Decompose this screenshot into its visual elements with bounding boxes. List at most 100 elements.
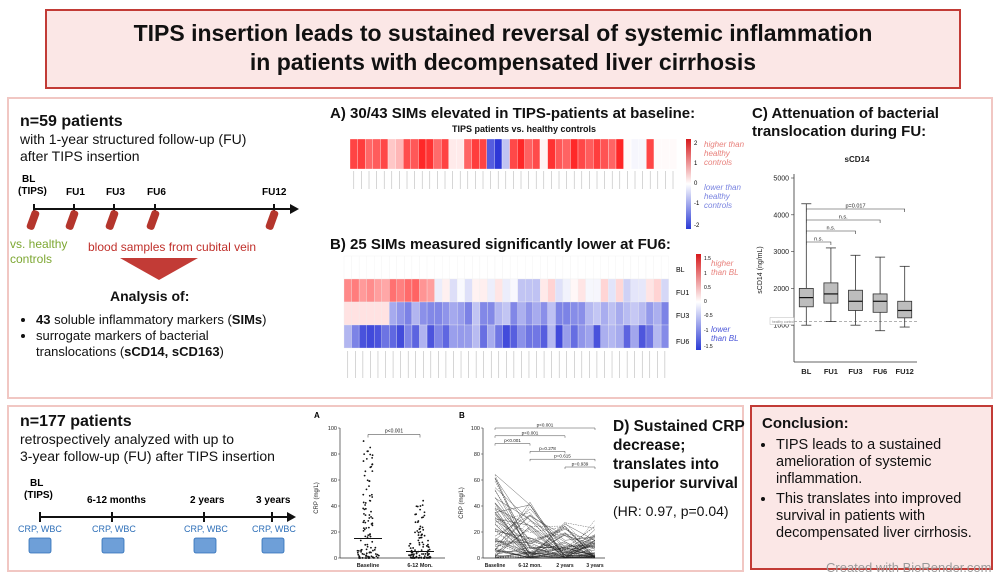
analysis-heading: Analysis of:	[110, 288, 190, 304]
crp-scatter-point	[356, 551, 359, 554]
heatmap-b-cell	[638, 301, 647, 326]
conclusion-item-1: TIPS leads to a sustained amelioration o…	[776, 437, 981, 488]
heatmap-b-cell	[592, 255, 601, 280]
panelD-heading-3: translates into	[613, 456, 719, 473]
heatmap-a-col-labels	[353, 171, 674, 189]
crp-traj-bracket	[494, 427, 596, 430]
crp-scatter-point	[423, 511, 426, 514]
heatmap-b-cell	[570, 255, 579, 280]
crp-scatter-point	[368, 533, 371, 536]
heatmap-a-cell	[494, 138, 503, 170]
crp-scatter-point	[425, 545, 428, 547]
crp-scatter-point	[414, 549, 416, 551]
heatmap-a-cell	[357, 138, 366, 170]
crp-scatter-point	[361, 556, 364, 559]
heatmap-b-cell	[525, 324, 533, 349]
crp-scatter-point	[369, 500, 372, 502]
heatmap-b-cell	[404, 278, 413, 303]
tl2-sample-bl: CRP, WBC	[18, 524, 62, 534]
heatmap-b-cell	[562, 255, 571, 280]
heatmap-b-cell	[623, 278, 632, 303]
heatmap-b-cell	[419, 301, 428, 326]
crp-scatter-point	[371, 470, 374, 473]
heatmap-b-cell	[525, 301, 533, 326]
crp-scatter-point	[376, 556, 379, 559]
heatmap-a-cell	[380, 138, 389, 170]
heatmap-b-row-fu6: FU6	[676, 339, 689, 346]
heatmap-b-lower-1: lower	[711, 325, 730, 334]
title-line-2: in patients with decompensated liver cir…	[249, 49, 757, 75]
heatmap-b-cell	[419, 255, 428, 280]
sCD14-significance-label: n.s.	[839, 215, 848, 221]
crp-scatter-point	[359, 539, 362, 542]
heatmap-b-row-bl: BL	[676, 267, 685, 274]
crp-scatter-point	[368, 480, 371, 482]
heatmap-b-scale-4: -0.5	[704, 313, 713, 319]
heatmap-b-scale-0: 1.5	[704, 256, 711, 262]
crp-scatter-point	[371, 456, 374, 459]
crp-scatter-point	[422, 499, 425, 502]
crp-scatter-point	[370, 493, 373, 496]
heatmap-a: 2 1 0 -1 -2 higher than healthy controls…	[349, 138, 745, 229]
heatmap-b-cell	[645, 255, 654, 280]
heatmap-b-cell	[411, 324, 420, 349]
heatmap-a-cell	[585, 138, 594, 170]
title-banner: TIPS insertion leads to sustained revers…	[45, 9, 961, 89]
sCD14-reference-label: healthy control	[772, 320, 794, 324]
crp-traj-bracket-label: p=0.939	[572, 462, 589, 467]
crp-scatter-point	[426, 556, 429, 559]
crp-traj-x-tick-label: Baseline	[485, 563, 506, 569]
heatmap-b-cell	[555, 301, 564, 326]
heatmap-b-cell	[374, 278, 382, 303]
heatmap-b-cell	[638, 324, 647, 349]
heatmap-b-cell	[426, 324, 435, 349]
crp-scatter-point	[369, 551, 371, 553]
heatmap-b-cell	[426, 278, 435, 303]
heatmap-b-cell	[630, 324, 639, 349]
heatmap-b-cell	[374, 301, 382, 326]
heatmap-b-cell	[615, 324, 624, 349]
heatmap-b-cell	[592, 278, 601, 303]
heatmap-b-cell	[457, 324, 465, 349]
crp-scatter-point	[417, 531, 420, 534]
heatmap-b-cell	[389, 301, 397, 326]
cohort2-timeline: BL (TIPS) 6-12 months 2 years 3 years CR…	[18, 478, 296, 554]
tl1-bl-2: (TIPS)	[18, 186, 47, 197]
heatmap-a-cell	[623, 138, 632, 170]
crp-scatter-point	[371, 524, 374, 527]
crp-scatter-point	[357, 549, 360, 552]
heatmap-b-cell	[509, 278, 518, 303]
blood-tube-icon	[26, 210, 279, 230]
heatmap-b-cell	[653, 301, 662, 326]
sCD14-boxplot-marks: sCD14 1000 2000 3000 4000 5000 sCD14 (ng/mL) he…	[757, 155, 917, 376]
heatmap-b-cell	[653, 278, 662, 303]
heatmap-b-cell	[411, 255, 420, 280]
heatmap-a-cell	[562, 138, 571, 170]
crp-scatter-point	[365, 548, 368, 551]
crp-scatter-point	[362, 521, 365, 524]
crp-scatter-point	[364, 543, 367, 546]
heatmap-b-cell	[547, 324, 556, 349]
heatmap-b-cell	[396, 255, 405, 280]
heatmap-b-cell	[479, 255, 488, 280]
crp-scatter-point	[366, 536, 369, 539]
crp-scatter-point	[363, 528, 366, 531]
heatmap-a-cell	[410, 138, 419, 170]
crp-scatter-point	[422, 553, 425, 555]
heatmap-a-scale-m2: -2	[694, 223, 700, 229]
cohort2-heading: n=177 patients	[20, 413, 132, 430]
crp-scatter-point	[370, 510, 372, 513]
crp-scatter-point	[419, 505, 422, 507]
crp-scatter-point	[429, 555, 431, 558]
heatmap-b-cell	[343, 324, 352, 349]
heatmap-b-cell	[532, 255, 541, 280]
heatmap-b-cell	[343, 301, 352, 326]
heatmap-b: BL FU1 FU3 FU6 1.5 1 0.5 0 -0.5 -1 -1.5 …	[343, 254, 739, 378]
heatmap-b-cell	[389, 324, 397, 349]
heatmap-b-cell	[532, 324, 541, 349]
conclusion-box: Conclusion: TIPS leads to a sustained am…	[750, 405, 993, 570]
heatmap-b-cell	[494, 324, 503, 349]
heatmap-a-cell	[570, 138, 579, 170]
heatmap-b-cell	[592, 301, 601, 326]
heatmap-b-cell	[449, 301, 458, 326]
